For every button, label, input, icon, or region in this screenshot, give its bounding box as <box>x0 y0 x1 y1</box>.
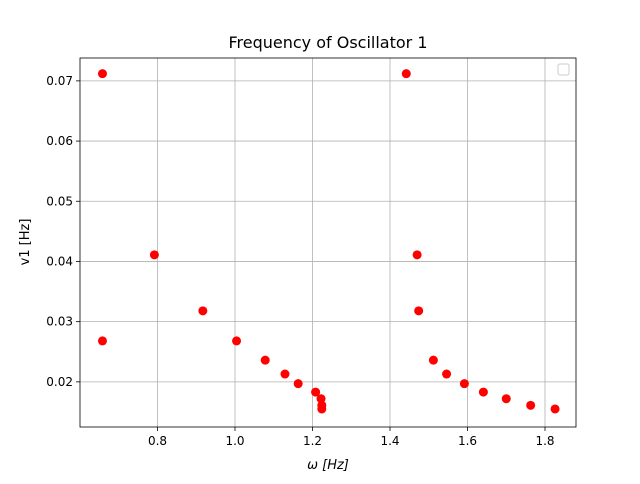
x-tick-label: 1.8 <box>535 434 554 448</box>
x-tick-label: 1.6 <box>458 434 477 448</box>
x-tick-label: 1.4 <box>380 434 399 448</box>
data-point <box>260 355 270 365</box>
data-point <box>414 306 424 316</box>
data-points <box>97 69 560 414</box>
data-point <box>198 306 208 316</box>
x-axis-label: ω [Hz] <box>307 458 349 473</box>
data-point <box>97 69 107 79</box>
data-point <box>501 394 511 404</box>
y-tick-label: 0.06 <box>46 134 73 148</box>
data-point <box>293 379 303 389</box>
x-tick-label: 1.2 <box>303 434 322 448</box>
data-point <box>459 379 469 389</box>
x-tick-label: 1.0 <box>225 434 244 448</box>
y-axis-label: v1 [Hz] <box>18 219 33 266</box>
data-point <box>311 387 321 397</box>
y-tick-label: 0.05 <box>46 194 73 208</box>
y-tick-label: 0.03 <box>46 315 73 329</box>
y-tick-label: 0.07 <box>46 74 73 88</box>
x-tick-label: 0.8 <box>148 434 167 448</box>
data-point <box>401 69 411 79</box>
chart-title: Frequency of Oscillator 1 <box>228 33 427 52</box>
legend-box[interactable] <box>557 63 570 76</box>
axis-ticks: 0.8 1.0 1.2 1.4 1.6 1.8 0.02 0.03 0.04 0.05 0.06 0.… <box>46 74 554 448</box>
y-tick-label: 0.04 <box>46 254 73 268</box>
grid <box>80 58 576 427</box>
data-point <box>442 369 452 379</box>
data-point <box>232 336 242 346</box>
data-point <box>317 400 327 410</box>
data-point <box>428 355 438 365</box>
data-point <box>412 250 422 260</box>
data-point <box>316 394 326 404</box>
data-point <box>478 387 488 397</box>
y-tick-label: 0.02 <box>46 375 73 389</box>
data-point <box>526 400 536 410</box>
data-point <box>550 404 560 414</box>
data-point <box>280 369 290 379</box>
data-point <box>97 336 107 346</box>
plot-frame <box>79 57 577 428</box>
data-point <box>149 250 159 260</box>
